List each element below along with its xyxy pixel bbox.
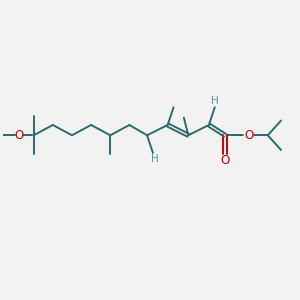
Text: O: O: [220, 154, 230, 167]
Text: H: H: [151, 154, 158, 164]
Text: H: H: [211, 96, 219, 106]
Text: O: O: [244, 129, 253, 142]
Text: O: O: [14, 129, 24, 142]
